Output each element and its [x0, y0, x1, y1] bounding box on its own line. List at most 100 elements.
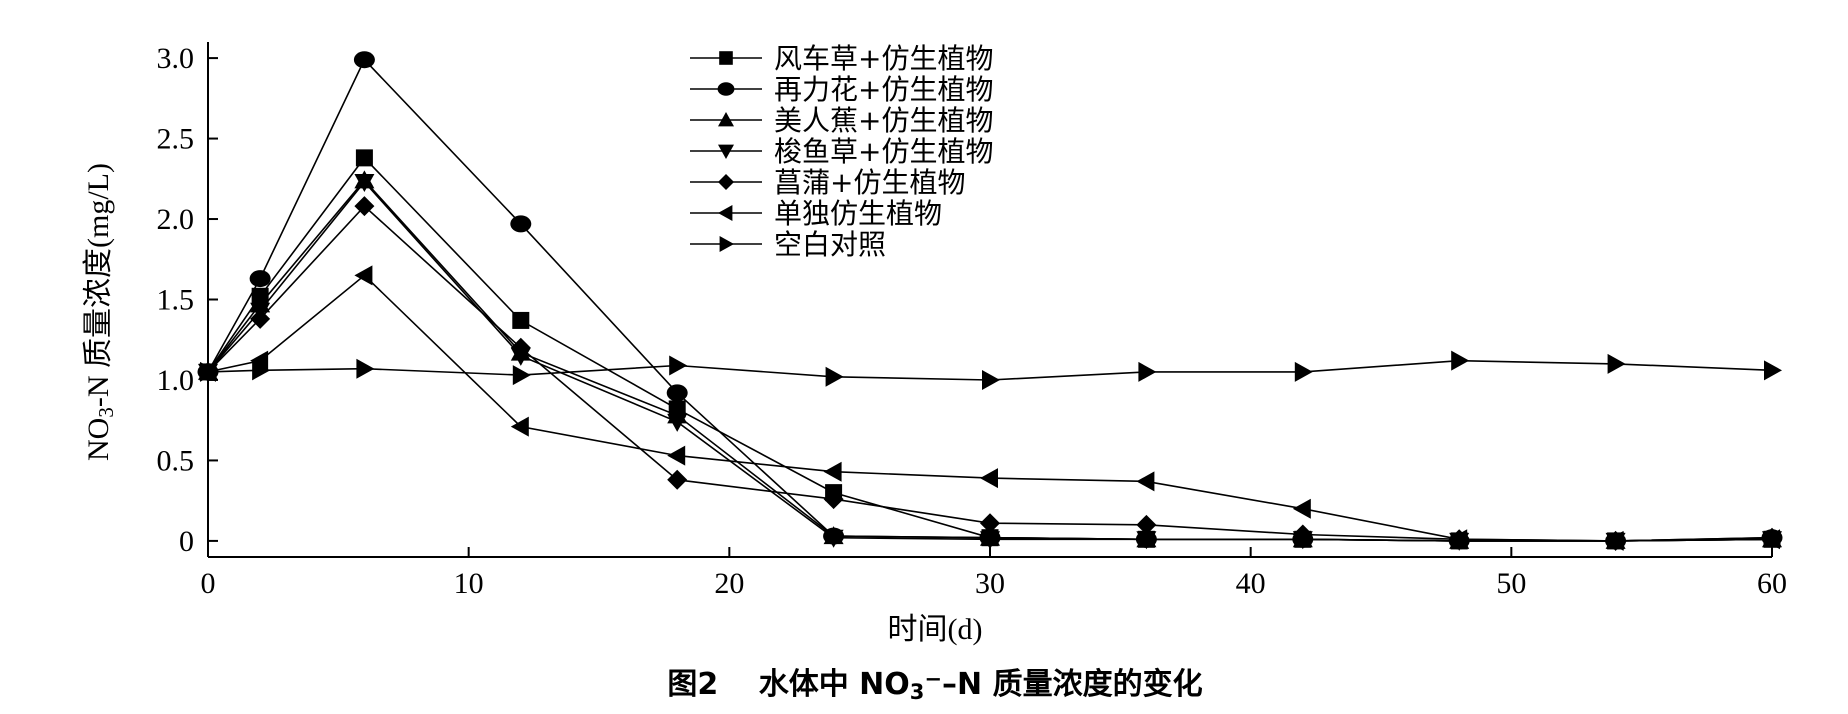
data-point	[669, 355, 688, 376]
y-axis-title-sub: 3	[94, 407, 118, 418]
series-7	[200, 350, 1782, 390]
legend-item: 风车草+仿生植物	[690, 42, 993, 75]
data-point	[354, 196, 375, 217]
caption-prefix: 图2 水体中 NO	[667, 667, 909, 702]
data-point	[1136, 531, 1157, 550]
legend-marker	[718, 112, 734, 127]
x-tick-label: 20	[714, 567, 744, 600]
data-point	[982, 369, 1000, 390]
legend-marker	[718, 205, 733, 221]
data-point	[667, 469, 688, 490]
series-line	[207, 205, 1773, 542]
data-point	[355, 149, 373, 167]
data-point	[249, 270, 271, 288]
legend-item: 再力花+仿生植物	[690, 73, 993, 106]
series-6	[198, 265, 1780, 551]
data-point	[666, 384, 688, 402]
data-point	[356, 358, 375, 379]
data-point	[1294, 361, 1313, 382]
y-axis-title-prefix: NO	[82, 418, 115, 461]
data-point	[1449, 529, 1468, 550]
data-point	[510, 416, 529, 437]
data-point	[1136, 471, 1155, 492]
x-tick-label: 10	[454, 567, 484, 600]
data-point	[354, 265, 373, 286]
data-point	[667, 413, 688, 432]
data-point	[1607, 353, 1626, 374]
figure-caption: 图2 水体中 NO3−–N 质量浓度的变化	[667, 667, 1202, 704]
y-tick-label: 3.0	[157, 42, 195, 75]
data-point	[667, 445, 686, 466]
legend-item: 菖蒲+仿生植物	[690, 166, 965, 199]
legend-marker	[718, 144, 734, 159]
legend-label: 空白对照	[774, 228, 886, 261]
data-point	[1762, 529, 1780, 550]
x-tick-label: 0	[201, 567, 216, 600]
data-point	[510, 337, 531, 358]
legend-label: 再力花+仿生植物	[774, 73, 993, 106]
legend-label: 美人蕉+仿生植物	[774, 104, 993, 137]
data-point	[512, 311, 530, 329]
series-5	[198, 196, 1782, 551]
series-line	[207, 274, 1773, 542]
data-point	[980, 468, 998, 489]
data-point	[252, 360, 271, 381]
legend-marker	[717, 82, 735, 96]
legend-label: 菖蒲+仿生植物	[774, 166, 965, 199]
series-line	[207, 359, 1773, 381]
data-point	[1292, 524, 1313, 545]
data-point	[1764, 360, 1782, 381]
y-axis-title: NO3-N 质量浓度(mg/L)	[82, 163, 118, 461]
legend-marker	[719, 51, 733, 65]
series-3	[198, 170, 1782, 549]
data-point	[1451, 350, 1470, 371]
x-tick-label: 60	[1757, 567, 1787, 600]
data-point	[823, 529, 844, 548]
data-point	[1605, 530, 1624, 551]
legend-item: 美人蕉+仿生植物	[690, 104, 993, 137]
caption-sup: −	[924, 667, 942, 691]
data-point	[980, 531, 1000, 550]
series-1	[199, 149, 1781, 550]
data-point	[512, 365, 531, 386]
tick-marks: 0 10 20 30 40 50 60 0 0.5 1.0 1.5 2.0 2.5 3.0	[157, 42, 1788, 600]
y-axis-title-suffix: -N 质量浓度(mg/L)	[82, 163, 115, 407]
legend-label: 风车草+仿生植物	[774, 42, 993, 75]
data-point	[353, 51, 375, 69]
legend-item: 单独仿生植物	[690, 197, 942, 230]
x-tick-label: 40	[1236, 567, 1266, 600]
x-axis-title: 时间(d)	[888, 613, 983, 646]
legend-marker	[719, 236, 734, 252]
data-point	[1138, 361, 1157, 382]
data-point	[250, 350, 269, 371]
y-tick-label: 0	[179, 525, 194, 558]
data-point	[823, 461, 842, 482]
legend-label: 梭鱼草+仿生植物	[774, 135, 993, 168]
x-tick-label: 50	[1496, 567, 1526, 600]
legend-item: 梭鱼草+仿生植物	[690, 135, 993, 168]
series-line	[207, 180, 1773, 542]
data-point	[825, 366, 844, 387]
y-tick-label: 0.5	[157, 444, 195, 477]
y-tick-label: 1.0	[157, 364, 195, 397]
legend-marker	[718, 174, 734, 190]
data-point	[510, 215, 532, 233]
data-point	[250, 308, 271, 329]
data-point	[980, 513, 1000, 534]
series-group	[197, 51, 1783, 551]
y-tick-label: 2.0	[157, 203, 195, 236]
legend-label: 单独仿生植物	[774, 197, 942, 230]
y-tick-label: 1.5	[157, 284, 195, 317]
data-point	[200, 361, 218, 382]
caption-sub: 3	[910, 680, 925, 704]
legend: 风车草+仿生植物再力花+仿生植物美人蕉+仿生植物梭鱼草+仿生植物菖蒲+仿生植物单…	[690, 42, 993, 261]
x-tick-label: 30	[975, 567, 1005, 600]
data-point	[354, 174, 375, 193]
caption-suffix: –N 质量浓度的变化	[942, 667, 1203, 702]
legend-item: 空白对照	[690, 228, 886, 261]
series-line	[207, 179, 1773, 542]
data-point	[1136, 514, 1157, 535]
data-point	[823, 489, 844, 510]
data-point	[1292, 498, 1311, 519]
